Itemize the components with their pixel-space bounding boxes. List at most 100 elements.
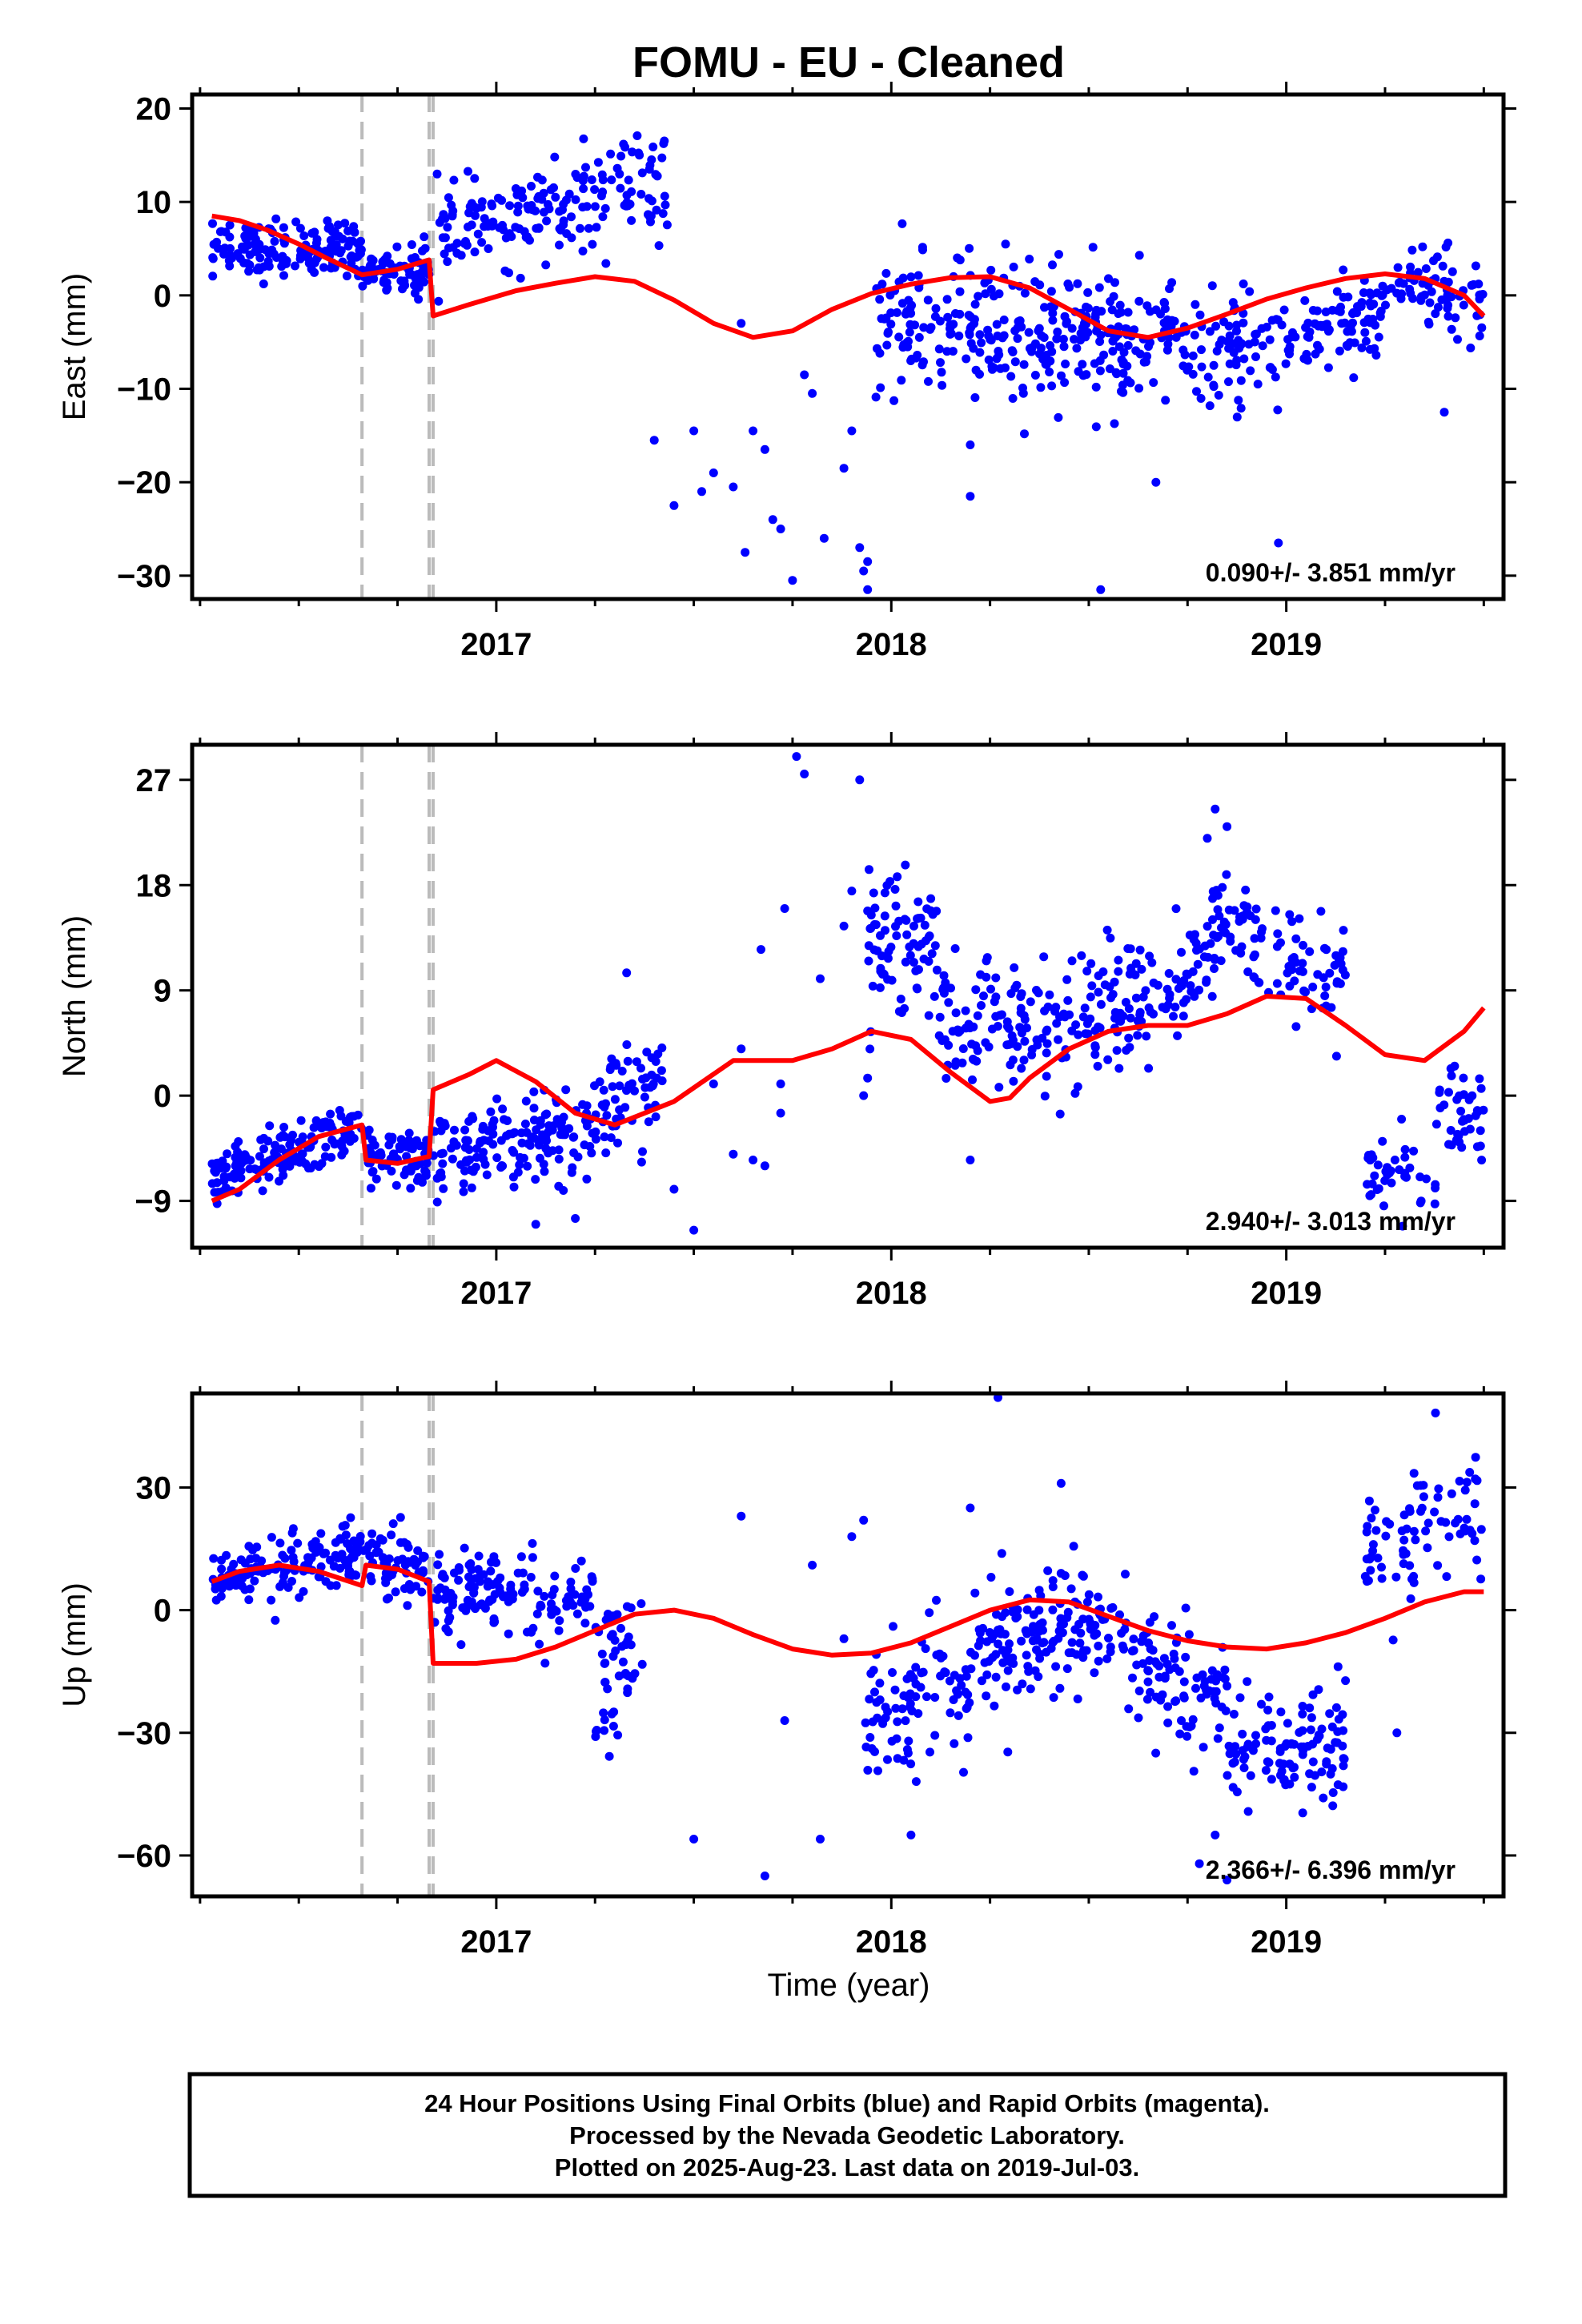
- data-point: [1094, 1592, 1102, 1602]
- data-point: [295, 251, 305, 260]
- data-point: [622, 968, 632, 978]
- data-point: [1167, 1621, 1176, 1630]
- data-point: [647, 196, 656, 206]
- data-point: [950, 1060, 960, 1070]
- data-point: [555, 1616, 564, 1626]
- data-point: [1258, 341, 1267, 351]
- data-point: [917, 243, 927, 252]
- data-point: [362, 1545, 371, 1554]
- data-point: [461, 237, 470, 246]
- data-point: [1022, 1651, 1031, 1660]
- data-point: [947, 320, 957, 330]
- data-point: [1029, 1610, 1038, 1619]
- data-point: [1048, 1638, 1058, 1647]
- data-point: [464, 167, 472, 176]
- data-point: [547, 1599, 556, 1609]
- data-point: [911, 1692, 921, 1702]
- data-point: [1367, 1179, 1377, 1188]
- data-point: [1117, 355, 1126, 364]
- data-point: [541, 260, 551, 270]
- data-point: [438, 214, 447, 223]
- data-point: [1253, 380, 1263, 389]
- data-point: [949, 1695, 958, 1704]
- data-point: [1048, 1582, 1058, 1591]
- data-point: [217, 1564, 227, 1574]
- data-point: [1291, 332, 1300, 342]
- data-point: [877, 314, 886, 324]
- data-point: [904, 1736, 913, 1746]
- data-point: [1360, 328, 1370, 337]
- data-point: [1093, 1061, 1102, 1071]
- data-point: [413, 1557, 422, 1566]
- data-point: [1455, 1477, 1464, 1486]
- data-point: [1083, 304, 1093, 313]
- data-point: [1192, 387, 1201, 396]
- data-point: [966, 492, 975, 501]
- data-point: [982, 1691, 991, 1701]
- data-point: [607, 1709, 616, 1719]
- data-point: [536, 1120, 545, 1129]
- data-point: [460, 1125, 470, 1135]
- data-point: [1195, 1859, 1204, 1868]
- data-point: [657, 1043, 667, 1052]
- data-point: [1048, 308, 1058, 318]
- data-point: [1331, 1703, 1341, 1712]
- caption-line-3: Plotted on 2025-Aug-23. Last data on 201…: [555, 2153, 1139, 2181]
- data-point: [938, 1036, 947, 1045]
- data-point: [906, 1830, 916, 1839]
- data-point: [648, 143, 658, 151]
- data-point: [1442, 295, 1452, 304]
- data-point: [291, 217, 301, 227]
- data-point: [1475, 1074, 1484, 1084]
- data-point: [1331, 1051, 1341, 1061]
- data-point: [291, 1153, 299, 1163]
- y-tick-label: 0: [154, 279, 171, 314]
- data-point: [506, 1580, 516, 1590]
- data-point: [855, 775, 865, 785]
- data-point: [1453, 1514, 1463, 1524]
- data-point: [1332, 1738, 1342, 1747]
- data-point: [1456, 1107, 1466, 1116]
- data-point: [977, 1676, 986, 1686]
- data-point: [432, 169, 442, 179]
- data-point: [1039, 1638, 1049, 1647]
- data-point: [944, 1040, 954, 1050]
- data-point: [776, 1108, 785, 1118]
- y-tick-label: −9: [135, 1184, 171, 1220]
- data-point: [1364, 1496, 1374, 1506]
- data-point: [1171, 1696, 1181, 1706]
- data-point: [966, 1664, 976, 1674]
- data-point: [1189, 1767, 1199, 1776]
- data-point: [1030, 371, 1040, 380]
- data-point: [1162, 345, 1172, 355]
- data-point: [1188, 351, 1198, 360]
- data-point: [1397, 1115, 1407, 1124]
- data-point: [970, 1588, 980, 1598]
- data-point: [966, 339, 976, 348]
- data-point: [542, 216, 552, 226]
- data-point: [1407, 245, 1417, 255]
- data-point: [630, 1086, 639, 1096]
- data-point: [859, 1091, 869, 1100]
- data-point: [240, 1585, 250, 1594]
- data-point: [628, 1079, 636, 1088]
- data-point: [396, 276, 406, 286]
- data-point: [1211, 321, 1221, 331]
- data-point: [473, 229, 483, 239]
- data-point: [1267, 316, 1277, 325]
- y-tick-label: −20: [117, 465, 171, 501]
- data-point: [1051, 1662, 1061, 1671]
- data-point: [1339, 1761, 1348, 1771]
- data-point: [870, 903, 880, 913]
- data-point: [1284, 962, 1294, 971]
- data-point: [1104, 1634, 1113, 1642]
- data-point: [958, 1044, 968, 1053]
- data-point: [347, 1571, 356, 1580]
- data-point: [1318, 322, 1327, 332]
- data-point: [1048, 1605, 1058, 1614]
- data-point: [1315, 1731, 1324, 1741]
- data-point: [1210, 954, 1219, 963]
- data-point: [1239, 901, 1249, 911]
- data-point: [950, 1739, 959, 1748]
- data-point: [980, 278, 990, 287]
